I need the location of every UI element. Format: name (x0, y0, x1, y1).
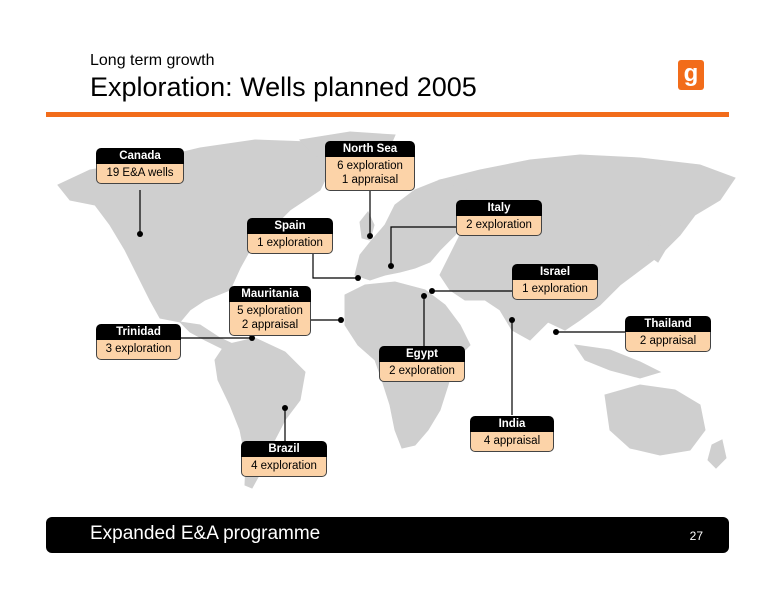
callout-line: 2 exploration (389, 365, 455, 377)
indonesia-shape (573, 344, 662, 379)
callout-country: Trinidad (96, 324, 181, 340)
callout-thailand: Thailand 2 appraisal (625, 316, 711, 352)
footer-text: Expanded E&A programme (90, 523, 321, 544)
callout-line: 19 E&A wells (106, 167, 174, 179)
callout-country: Italy (456, 200, 542, 216)
new-zealand-shape (707, 439, 727, 469)
callout-trinidad: Trinidad 3 exploration (96, 324, 181, 360)
japan-shape (647, 224, 669, 263)
callout-line: 4 appraisal (483, 435, 541, 447)
callout-country: North Sea (325, 141, 415, 157)
location-markers (137, 231, 559, 411)
callout-country: India (470, 416, 554, 432)
callout-north-sea: North Sea 6 exploration 1 appraisal (325, 141, 415, 191)
callout-country: Spain (247, 218, 333, 234)
callout-israel: Israel 1 exploration (512, 264, 598, 300)
slide-title: Exploration: Wells planned 2005 (90, 72, 477, 102)
callout-line: 1 appraisal (341, 174, 399, 186)
asia-shape (438, 154, 736, 341)
callout-line: 2 exploration (466, 219, 532, 231)
footer-bar: Expanded E&A programme 27 (46, 517, 729, 553)
callout-country: Mauritania (229, 286, 311, 302)
slide-subtitle: Long term growth (90, 52, 215, 69)
callout-line: 3 exploration (105, 343, 172, 355)
callout-line: 1 exploration (522, 283, 588, 295)
callout-line: 6 exploration (337, 160, 403, 172)
connector-lines (139, 186, 625, 441)
orange-divider (46, 112, 729, 117)
callout-line: 1 exploration (257, 237, 323, 249)
callout-india: India 4 appraisal (470, 416, 554, 452)
callout-line: 2 appraisal (241, 319, 299, 331)
page-number: 27 (689, 529, 703, 543)
callout-country: Brazil (241, 441, 327, 457)
callout-line: 2 appraisal (639, 335, 697, 347)
callout-egypt: Egypt 2 exploration (379, 346, 465, 382)
callout-country: Canada (96, 148, 184, 164)
callout-canada: Canada 19 E&A wells (96, 148, 184, 184)
australia-shape (604, 384, 706, 456)
callout-mauritania: Mauritania 5 exploration 2 appraisal (229, 286, 311, 336)
south-america-shape (214, 337, 306, 489)
bg-group-logo: g (678, 60, 704, 90)
callout-brazil: Brazil 4 exploration (241, 441, 327, 477)
callout-country: Israel (512, 264, 598, 280)
callout-line: 4 exploration (251, 460, 317, 472)
north-america-shape (57, 139, 336, 323)
callout-country: Thailand (625, 316, 711, 332)
callout-italy: Italy 2 exploration (456, 200, 542, 236)
callout-spain: Spain 1 exploration (247, 218, 333, 254)
callout-country: Egypt (379, 346, 465, 362)
callout-line: 5 exploration (237, 305, 303, 317)
